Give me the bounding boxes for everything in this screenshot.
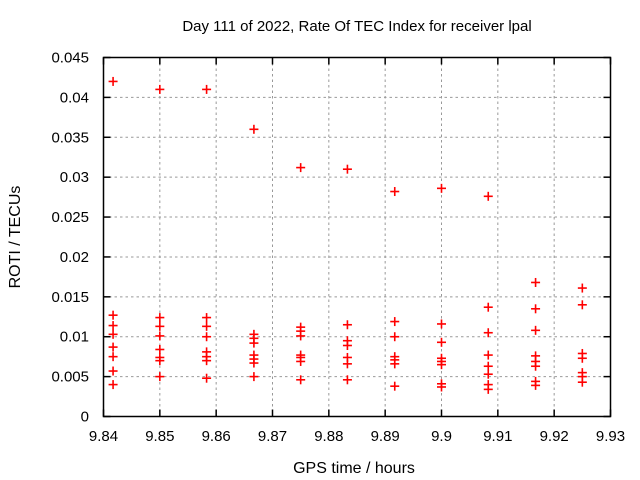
data-point-marker xyxy=(249,358,259,368)
y-tick-label: 0.02 xyxy=(60,249,89,266)
plot-border xyxy=(102,56,612,418)
data-point-marker xyxy=(531,304,541,314)
data-point-marker xyxy=(531,277,541,287)
y-tick-label: 0.03 xyxy=(60,169,89,186)
x-tick-label: 9.91 xyxy=(483,428,512,445)
data-point-marker xyxy=(108,329,118,339)
data-point-marker xyxy=(155,372,165,382)
x-tick-label: 9.87 xyxy=(258,428,287,445)
data-points xyxy=(108,76,587,394)
x-tick-label: 9.84 xyxy=(89,428,118,445)
data-point-marker xyxy=(108,321,118,331)
data-point-marker xyxy=(108,310,118,320)
data-point-marker xyxy=(155,321,165,331)
data-point-marker xyxy=(437,183,446,193)
x-tick-label: 9.89 xyxy=(371,428,400,445)
data-point-marker xyxy=(202,321,212,331)
data-point-marker xyxy=(202,84,212,94)
data-point-marker xyxy=(296,163,306,173)
y-tick-label: 0.035 xyxy=(51,129,89,146)
data-point-marker xyxy=(155,331,165,341)
data-point-marker xyxy=(249,338,259,348)
x-axis-label: GPS time / hours xyxy=(293,460,415,477)
data-point-marker xyxy=(531,361,541,371)
x-tick-label: 9.85 xyxy=(145,428,174,445)
y-tick-label: 0.005 xyxy=(51,369,89,386)
data-point-marker xyxy=(202,356,212,366)
data-point-marker xyxy=(202,332,212,342)
data-point-marker xyxy=(296,331,306,341)
chart-title: Day 111 of 2022, Rate Of TEC Index for r… xyxy=(182,18,531,35)
x-tick-label: 9.9 xyxy=(431,428,452,445)
y-tick-label: 0.01 xyxy=(60,329,89,346)
data-point-marker xyxy=(342,164,352,174)
data-point-marker xyxy=(342,375,352,385)
data-point-marker xyxy=(483,361,493,371)
data-point-marker xyxy=(437,337,446,347)
data-point-marker xyxy=(342,340,352,350)
data-point-marker xyxy=(155,84,165,94)
data-point-marker xyxy=(390,332,400,342)
grid-lines xyxy=(103,57,611,417)
data-point-marker xyxy=(108,366,118,376)
y-tick-label: 0 xyxy=(81,409,89,426)
data-point-marker xyxy=(437,382,446,392)
y-tick-labels: 0 0.005 0.01 0.015 0.02 0.025 0.03 0.035 0.04 0.0… xyxy=(51,50,89,426)
data-point-marker xyxy=(531,325,541,335)
data-point-marker xyxy=(342,320,352,330)
data-point-marker xyxy=(483,302,493,312)
x-tick-label: 9.86 xyxy=(202,428,231,445)
data-point-marker xyxy=(577,353,587,363)
x-tick-label: 9.92 xyxy=(540,428,569,445)
data-point-marker xyxy=(577,300,587,310)
data-point-marker xyxy=(483,369,493,379)
data-point-marker xyxy=(249,372,259,382)
y-axis-label: ROTI / TECUs xyxy=(7,186,24,289)
data-point-marker xyxy=(483,350,493,360)
data-point-marker xyxy=(155,344,165,354)
data-point-marker xyxy=(483,191,493,201)
y-tick-label: 0.025 xyxy=(51,209,89,226)
data-point-marker xyxy=(577,283,587,293)
data-point-marker xyxy=(249,124,259,134)
data-point-marker xyxy=(483,384,493,394)
data-point-marker xyxy=(108,76,118,86)
x-tick-label: 9.93 xyxy=(596,428,625,445)
data-point-marker xyxy=(531,380,541,390)
data-point-marker xyxy=(437,360,446,370)
y-tick-label: 0.015 xyxy=(51,289,89,306)
data-point-marker xyxy=(390,187,400,197)
data-point-marker xyxy=(155,313,165,323)
data-point-marker xyxy=(296,375,306,385)
data-point-marker xyxy=(390,359,400,369)
data-point-marker xyxy=(108,352,118,362)
data-point-marker xyxy=(483,328,493,338)
data-point-marker xyxy=(155,356,165,366)
data-point-marker xyxy=(108,380,118,390)
data-point-marker xyxy=(437,319,446,329)
data-point-marker xyxy=(390,317,400,327)
data-point-marker xyxy=(202,313,212,323)
data-point-marker xyxy=(296,356,306,366)
data-point-marker xyxy=(390,381,400,391)
y-tick-label: 0.045 xyxy=(51,50,89,67)
y-tick-label: 0.04 xyxy=(60,89,89,106)
x-tick-labels: 9.84 9.85 9.86 9.87 9.88 9.89 9.9 9.91 9.92 9.93 xyxy=(89,428,625,445)
x-tick-label: 9.88 xyxy=(314,428,343,445)
data-point-marker xyxy=(202,373,212,383)
axis-ticks xyxy=(102,56,612,418)
data-point-marker xyxy=(108,342,118,352)
data-point-marker xyxy=(577,377,587,387)
data-point-marker xyxy=(342,359,352,369)
